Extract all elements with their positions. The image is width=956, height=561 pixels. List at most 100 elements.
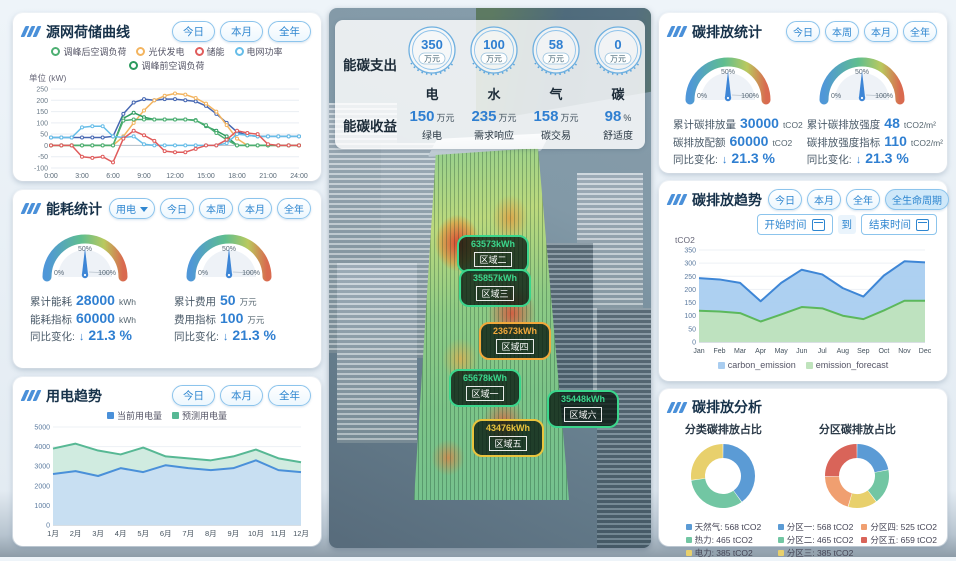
series-marker-icon [172,412,179,419]
panel-title: 用电趋势 [46,387,102,404]
series-marker-icon [136,47,146,56]
svg-text:Jul: Jul [818,348,827,355]
panel-title-icon [20,390,42,401]
panel-carbon-analysis: 碳排放分析 分类碳排放占比 天然气: 568 tCO2 热力: 465 tCO2… [659,389,947,558]
zone-energy-value: 35448kWh [560,394,606,404]
income-unit: 万元 [560,113,579,123]
energy-time-button-0[interactable]: 今日 [160,198,194,219]
zone-name: 区域一 [466,385,504,401]
expense-item: 100 万元 水 [463,25,525,103]
stat-value: 21.3 % [865,150,909,166]
income-item: 150 万元 绿电 [401,108,463,142]
svg-text:2000: 2000 [34,483,50,490]
zone-energy-label: 35857kWh 区域三 [459,269,531,307]
stat-value: 48 [884,115,900,131]
gauge-block: 0%50%100% 累计碳排放强度 48 tCO2/m² 碳排放强度指标 110… [803,44,943,168]
gauge-stats: 累计碳排放强度 48 tCO2/m² 碳排放强度指标 110 tCO2/m² 同… [803,115,943,168]
carbontrend-time-button-3[interactable]: 全生命周期 [885,189,949,210]
stat-unit: tCO2 [772,137,793,148]
svg-text:100: 100 [483,37,505,52]
stat-label: 同比变化: [806,154,852,166]
power-time-button-2[interactable]: 全年 [268,385,311,406]
panel-title-icon [20,26,42,37]
svg-text:100%: 100% [741,93,759,100]
stat-value: 60000 [729,132,769,149]
panel-title: 能耗统计 [46,200,102,217]
carbontrend-time-button-0[interactable]: 今日 [768,189,802,210]
panel-header: 碳排放统计 今日 本周 本月 全年 [666,21,937,42]
svg-text:200: 200 [36,98,48,105]
energy-time-button-1[interactable]: 本周 [199,198,233,219]
carbonstats-time-button-2[interactable]: 本月 [864,21,898,42]
energy-type-dropdown[interactable]: 用电 [109,198,155,219]
svg-text:4月: 4月 [115,529,127,538]
energy-carbon-overlay: 能碳支出 350 万元 电 100 万元 水 58 万元 气 0 万元 碳 能碳收益 1… [335,20,645,149]
panel-title: 碳排放分析 [692,399,762,415]
income-value: 98 [604,108,622,125]
gauge-chart: 0%50%100% [819,57,905,105]
source-time-button-1[interactable]: 本月 [220,21,263,42]
calendar-icon [811,218,825,231]
series-marker-icon [777,524,784,530]
stat-unit: 万元 [239,297,257,307]
income-item-name: 绿电 [422,131,442,142]
gauge-stats: 累计费用 50 万元 费用指标 100 万元 同比变化: ↓ 21.3 % [170,292,308,345]
end-date-picker[interactable]: 结束时间 [861,214,937,235]
stat-value: 100 [220,309,244,326]
svg-text:15:00: 15:00 [197,173,215,180]
gauge-stat-row: 同比变化: ↓ 21.3 % [26,327,164,345]
source-time-button-2[interactable]: 全年 [268,21,311,42]
zone-energy-value: 43476kWh [485,423,531,433]
donut-title: 分类碳排放占比 [684,424,762,436]
stat-label: 碳排放配额 [673,136,726,149]
carbontrend-time-button-1[interactable]: 本月 [807,189,841,210]
stat-unit: kWh [118,314,136,325]
svg-text:150: 150 [36,109,48,116]
gauge-chart: 0%50%100% [186,234,272,282]
panel-title-icon [20,203,42,214]
svg-text:4000: 4000 [34,444,50,451]
carbonstats-time-button-0[interactable]: 今日 [786,21,820,42]
stat-value: 50 [220,292,236,308]
series-marker-icon [685,550,692,556]
gauge-stats: 累计碳排放量 30000 tCO2 碳排放配额 60000 tCO2 同比变化:… [669,115,803,168]
svg-text:12:00: 12:00 [166,173,184,180]
svg-text:3000: 3000 [34,464,50,471]
carbontrend-time-button-2[interactable]: 全年 [846,189,880,210]
svg-text:Aug: Aug [837,348,850,355]
expense-item-name: 碳 [611,87,625,102]
time-filter-group: 用电 今日 本周 本月 全年 [109,198,311,219]
zone-name: 区域四 [496,338,534,354]
energy-time-button-2[interactable]: 本月 [238,198,272,219]
donut-charts: 分类碳排放占比 天然气: 568 tCO2 热力: 465 tCO2 电力: 3… [669,419,937,561]
svg-text:250: 250 [684,274,696,281]
expense-ring-icon: 100 万元 [470,26,518,76]
series-marker-icon [805,361,813,369]
carbonstats-time-button-1[interactable]: 本周 [825,21,859,42]
series-marker-icon [861,524,868,530]
energy-time-button-3[interactable]: 全年 [277,198,311,219]
expense-item-name: 电 [425,87,439,102]
zone-energy-label: 63573kWh 区域二 [457,235,529,273]
income-item: 158 万元 碳交易 [525,108,587,142]
power-time-button-0[interactable]: 今日 [172,385,215,406]
gauge-stat-row: 碳排放强度指标 110 tCO2/m² [803,133,943,151]
series-marker-icon [685,537,692,543]
source-time-button-0[interactable]: 今日 [172,21,215,42]
start-date-picker[interactable]: 开始时间 [756,214,833,235]
svg-text:8月: 8月 [205,529,217,538]
line-chart-legend: 调峰后空调负荷 光伏发电 储能 电网功率 调峰前空调负荷 [23,45,311,72]
expense-item: 0 万元 碳 [587,25,649,103]
svg-text:9月: 9月 [228,529,240,538]
zone-name: 区域二 [474,251,512,267]
panel-header: 碳排放趋势 今日 本月 全年 全生命周期 [666,189,949,210]
stat-unit: tCO2/m² [910,137,943,148]
svg-text:2月: 2月 [70,529,82,538]
power-time-button-1[interactable]: 本月 [220,385,263,406]
zone-energy-label: 23673kWh 区域四 [479,322,551,360]
zone-donut-block: 分区碳排放占比 分区一: 568 tCO2 分区二: 465 tCO2 分区三:… [777,419,937,561]
svg-text:100%: 100% [875,93,893,100]
gauge-stat-row: 累计碳排放量 30000 tCO2 [669,115,803,133]
area-chart-legend: carbon_emission emission_forecast [669,360,937,370]
carbonstats-time-button-3[interactable]: 全年 [903,21,937,42]
